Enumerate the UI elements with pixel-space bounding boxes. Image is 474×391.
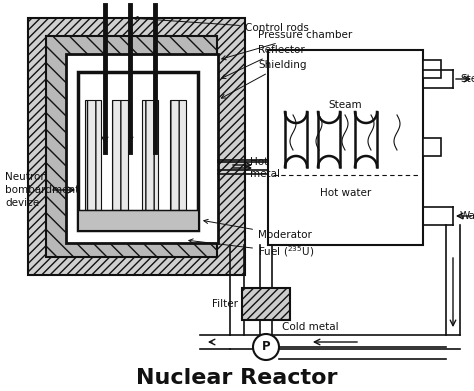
Text: Pressure chamber: Pressure chamber — [222, 30, 352, 60]
Text: Moderator: Moderator — [204, 219, 312, 240]
Bar — [423, 60, 441, 78]
Bar — [66, 54, 218, 243]
Text: P: P — [262, 341, 270, 353]
Text: Cold metal: Cold metal — [282, 322, 338, 332]
Text: Reflector: Reflector — [221, 45, 305, 79]
Text: Steam: Steam — [460, 74, 474, 84]
Bar — [46, 36, 217, 257]
Bar — [78, 72, 198, 230]
Text: Hot
metal: Hot metal — [250, 157, 280, 179]
Bar — [142, 100, 158, 210]
Text: Hot water: Hot water — [320, 188, 371, 198]
Bar — [242, 288, 290, 320]
Bar — [85, 100, 101, 210]
Text: Neutron
bombardment
device: Neutron bombardment device — [5, 172, 79, 208]
Text: Control rods: Control rods — [134, 16, 309, 33]
Text: Water: Water — [460, 211, 474, 221]
Bar — [170, 100, 186, 210]
Bar — [423, 138, 441, 156]
Circle shape — [253, 334, 279, 360]
Bar — [268, 50, 423, 245]
Text: Steam: Steam — [328, 100, 362, 110]
Bar — [28, 18, 245, 275]
Text: Filter: Filter — [212, 299, 238, 309]
Text: Fuel ($^{235}$U): Fuel ($^{235}$U) — [189, 239, 314, 259]
Bar — [112, 100, 128, 210]
Text: Nuclear Reactor: Nuclear Reactor — [136, 368, 338, 388]
Text: Shielding: Shielding — [221, 60, 307, 98]
Bar — [78, 210, 198, 230]
